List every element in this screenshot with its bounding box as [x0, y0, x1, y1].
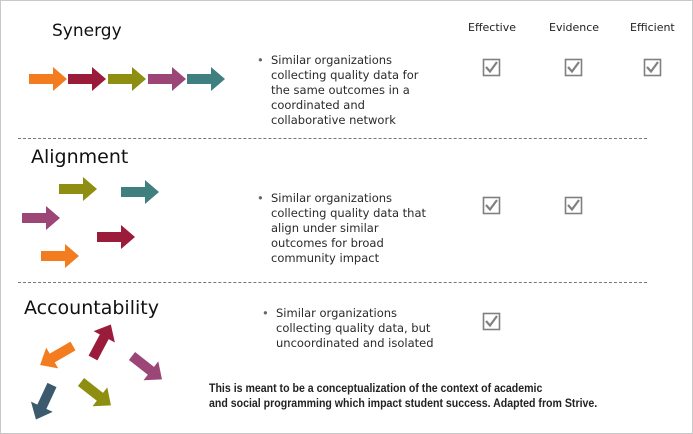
arrow-icon — [88, 324, 115, 361]
bullet-dot: • — [262, 306, 269, 320]
bullet-line: community impact — [271, 251, 380, 265]
column-header-evidence: Evidence — [549, 21, 600, 34]
bullet-dot: • — [257, 53, 264, 67]
bullet-alignment: • Similar organizations collecting quali… — [257, 191, 451, 266]
bullet-accountability: • Similar organizations collecting quali… — [262, 306, 466, 351]
caption-line: and social programming which impact stud… — [209, 398, 598, 410]
bullet-line: collaborative network — [271, 113, 396, 127]
arrow-icon — [40, 341, 76, 369]
section-divider — [18, 138, 647, 139]
arrow-icon — [77, 378, 111, 407]
arrow-icon — [68, 67, 106, 91]
bullet-line: uncoordinated and isolated — [276, 336, 434, 350]
bullet-line: collecting quality data, but — [276, 321, 431, 335]
arrow-icon — [59, 177, 97, 201]
checked-box-icon — [482, 58, 501, 77]
section-divider — [18, 282, 647, 283]
arrow-icon — [30, 382, 57, 420]
bullet-line: Similar organizations — [271, 53, 393, 67]
check-marks — [482, 58, 662, 331]
arrow-icon — [128, 352, 162, 381]
bullet-line: collecting quality data for — [271, 68, 419, 82]
checked-box-icon — [482, 196, 501, 215]
synergy-arrows — [29, 67, 225, 91]
section-title-synergy: Synergy — [52, 21, 122, 41]
caption-line: This is meant to be a conceptualization … — [209, 383, 543, 395]
arrow-icon — [121, 180, 159, 204]
bullet-synergy: • Similar organizations collecting quali… — [257, 53, 451, 128]
checked-box-icon — [564, 196, 583, 215]
arrow-icon — [97, 225, 135, 249]
checked-box-icon — [643, 58, 662, 77]
checked-box-icon — [482, 312, 501, 331]
bullet-line: outcomes for broad — [271, 236, 384, 250]
section-title-accountability: Accountability — [24, 297, 159, 319]
accountability-arrows — [30, 324, 162, 420]
bullet-line: Similar organizations — [271, 191, 393, 205]
section-title-alignment: Alignment — [31, 146, 129, 168]
arrow-icon — [41, 244, 79, 268]
column-header-effective: Effective — [468, 21, 516, 34]
bullet-line: collecting quality data that — [271, 206, 427, 220]
caption: This is meant to be a conceptualization … — [209, 382, 597, 412]
bullet-line: Similar organizations — [276, 306, 398, 320]
arrow-icon — [187, 67, 225, 91]
arrow-icon — [29, 67, 67, 91]
arrow-icon — [148, 67, 186, 91]
bullet-line: the same outcomes in a — [271, 83, 410, 97]
bullet-dot: • — [257, 191, 264, 205]
column-header-efficient: Efficient — [630, 21, 675, 34]
bullet-line: coordinated and — [271, 98, 365, 112]
arrow-icon — [108, 67, 146, 91]
checked-box-icon — [564, 58, 583, 77]
arrow-icon — [22, 206, 60, 230]
alignment-arrows — [22, 177, 159, 268]
bullet-line: align under similar — [271, 221, 379, 235]
